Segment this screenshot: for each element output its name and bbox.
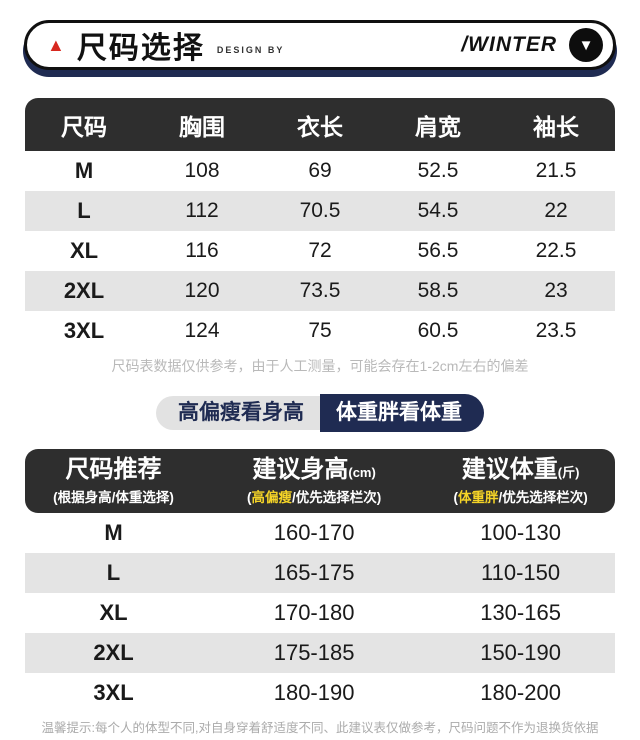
- rec-weight-cell: 180-200: [480, 680, 561, 705]
- highlight-text: 体重胖: [457, 489, 499, 505]
- rec-height-cell: 180-190: [273, 680, 355, 705]
- chest-cell: 116: [185, 239, 219, 262]
- size-table-header: 尺码 胸围 衣长 肩宽 袖长: [25, 98, 615, 151]
- length-cell: 70.5: [299, 199, 341, 222]
- shoulder-cell: 54.5: [417, 199, 459, 222]
- size-cell: 2XL: [63, 278, 105, 303]
- rec-weight-cell: 110-150: [481, 560, 561, 585]
- col-header-size: 尺码: [61, 113, 107, 140]
- length-cell: 72: [308, 239, 332, 262]
- brand-label: /WINTER: [461, 33, 557, 56]
- rec-size-cell: 3XL: [93, 680, 134, 705]
- chest-cell: 108: [184, 159, 220, 182]
- rec-col-height: 建议身高(cm) (高偏瘦/优先选择栏次): [202, 456, 426, 506]
- recommend-table-row: L 165-175 110-150: [25, 553, 615, 593]
- recommend-table: 尺码推荐 (根据身高/体重选择) 建议身高(cm) (高偏瘦/优先选择栏次) 建…: [25, 449, 615, 736]
- down-arrow-icon: ▼: [578, 37, 594, 54]
- sleeve-cell: 21.5: [535, 159, 577, 182]
- rec-col-subtitle: (根据身高/体重选择): [53, 489, 174, 505]
- shoulder-cell: 58.5: [417, 279, 459, 302]
- recommend-table-header: 尺码推荐 (根据身高/体重选择) 建议身高(cm) (高偏瘦/优先选择栏次) 建…: [25, 449, 615, 513]
- size-table-note: 尺码表数据仅供参考，由于人工测量，可能会存在1-2cm左右的偏差: [111, 358, 529, 374]
- recommend-table-note: 温馨提示:每个人的体型不同,对自身穿着舒适度不同、此建议表仅做参考，尺码问题不作…: [41, 721, 599, 735]
- size-table-row: 3XL 124 75 60.5 23.5: [25, 311, 615, 351]
- chest-cell: 120: [184, 279, 220, 302]
- rec-col-title: 建议身高(cm): [252, 456, 376, 484]
- down-arrow-badge: ▼: [569, 28, 603, 62]
- rec-weight-cell: 150-190: [480, 640, 561, 665]
- fit-badges: 高偏瘦看身高 体重胖看体重: [0, 393, 640, 433]
- weight-fit-badge: 体重胖看体重: [320, 394, 484, 432]
- rec-weight-cell: 130-165: [480, 600, 561, 625]
- rec-height-cell: 165-175: [273, 560, 355, 585]
- rec-col-weight: 建议体重(斤) (体重胖/优先选择栏次): [426, 456, 615, 506]
- rec-size-cell: XL: [99, 600, 128, 625]
- size-table-row: 2XL 120 73.5 58.5 23: [25, 271, 615, 311]
- shoulder-cell: 60.5: [417, 319, 459, 342]
- highlight-text: 高偏瘦: [251, 489, 292, 505]
- page-title: 尺码选择: [76, 32, 205, 65]
- size-cell: L: [77, 198, 91, 223]
- rec-col-subtitle: (体重胖/优先选择栏次): [453, 489, 588, 505]
- recommend-table-row: M 160-170 100-130: [25, 513, 615, 553]
- col-header-length: 衣长: [297, 113, 343, 140]
- sleeve-cell: 22.5: [535, 239, 577, 262]
- rec-size-cell: M: [104, 520, 123, 545]
- rec-weight-cell: 100-130: [480, 520, 561, 545]
- rec-col-size: 尺码推荐 (根据身高/体重选择): [25, 456, 202, 506]
- recommend-table-row: XL 170-180 130-165: [25, 593, 615, 633]
- header-section: ▲ 尺码选择 DESIGN BY /WINTER ▼: [0, 0, 640, 70]
- unit-label: (斤): [557, 465, 580, 481]
- shoulder-cell: 52.5: [417, 159, 459, 182]
- chest-cell: 112: [185, 199, 219, 222]
- chest-cell: 124: [184, 319, 220, 342]
- col-header-sleeve: 袖长: [533, 113, 579, 140]
- size-table-row: L 112 70.5 54.5 22: [25, 191, 615, 231]
- rec-col-title: 尺码推荐: [65, 456, 162, 484]
- rec-height-cell: 170-180: [273, 600, 355, 625]
- height-fit-badge: 高偏瘦看身高: [156, 396, 320, 430]
- design-by-label: DESIGN BY: [216, 45, 285, 55]
- size-cell: XL: [69, 238, 99, 263]
- sleeve-cell: 23: [544, 279, 568, 302]
- length-cell: 73.5: [299, 279, 341, 302]
- unit-label: (cm): [348, 465, 376, 481]
- red-triangle-icon: ▲: [47, 35, 65, 55]
- rec-size-cell: 2XL: [93, 640, 134, 665]
- rec-col-title: 建议体重(斤): [461, 456, 580, 484]
- size-table: 尺码 胸围 衣长 肩宽 袖长 M 108 69 52.5 21.5 L 112 …: [25, 98, 615, 376]
- recommend-table-row: 3XL 180-190 180-200: [25, 673, 615, 713]
- length-cell: 75: [308, 319, 332, 342]
- header-banner: ▲ 尺码选择 DESIGN BY /WINTER ▼: [24, 20, 616, 70]
- recommend-table-row: 2XL 175-185 150-190: [25, 633, 615, 673]
- size-cell: M: [74, 158, 94, 183]
- rec-height-cell: 175-185: [273, 640, 355, 665]
- size-cell: 3XL: [63, 318, 105, 343]
- sleeve-cell: 23.5: [535, 319, 577, 342]
- col-header-chest: 胸围: [179, 113, 225, 140]
- rec-height-cell: 160-170: [273, 520, 355, 545]
- size-table-row: XL 116 72 56.5 22.5: [25, 231, 615, 271]
- shoulder-cell: 56.5: [417, 239, 459, 262]
- col-header-shoulder: 肩宽: [415, 113, 461, 140]
- length-cell: 69: [308, 159, 332, 182]
- rec-size-cell: L: [106, 560, 121, 585]
- rec-col-subtitle: (高偏瘦/优先选择栏次): [246, 489, 382, 505]
- sleeve-cell: 22: [544, 199, 568, 222]
- size-table-row: M 108 69 52.5 21.5: [25, 151, 615, 191]
